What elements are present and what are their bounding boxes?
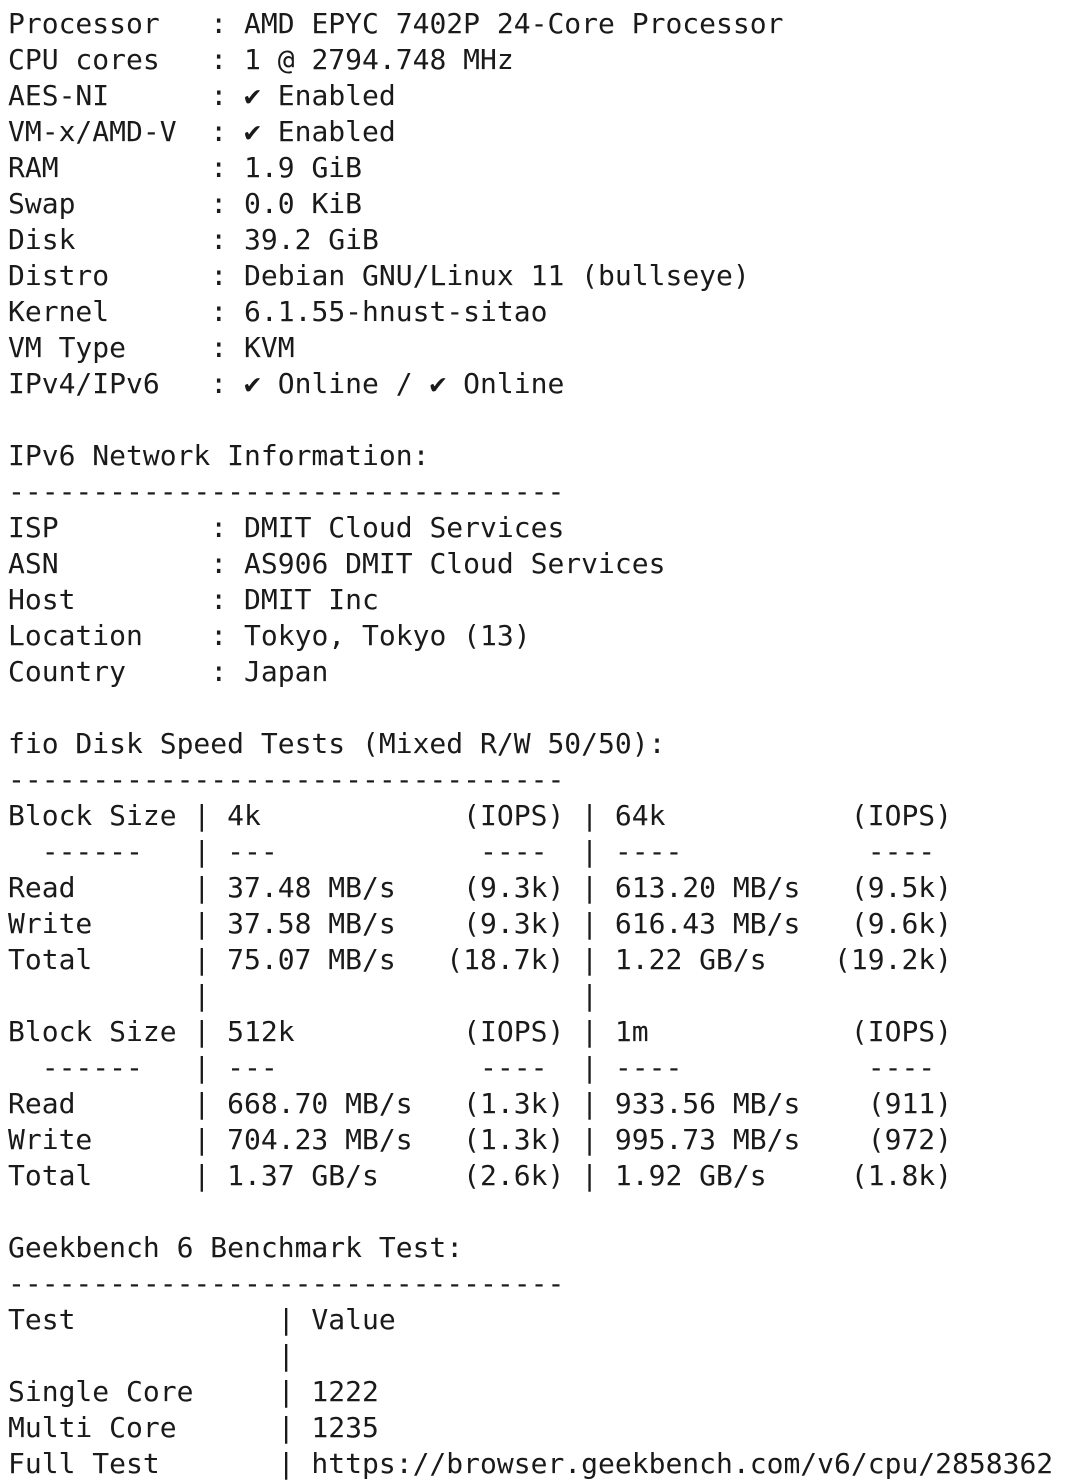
kv-key: ASN bbox=[8, 547, 59, 580]
section-heading: IPv6 Network Information: bbox=[8, 439, 430, 472]
kv-host: Host : DMIT Inc bbox=[8, 583, 379, 616]
kv-asn: ASN : AS906 DMIT Cloud Services bbox=[8, 547, 666, 580]
fio-separator-row: | | bbox=[8, 979, 953, 1012]
kv-value: 39.2 GiB bbox=[244, 223, 379, 256]
kv-key: VM-x/AMD-V bbox=[8, 115, 177, 148]
kv-key: Distro bbox=[8, 259, 110, 292]
kv-value: DMIT Inc bbox=[244, 583, 379, 616]
kv-processor: Processor : AMD EPYC 7402P 24-Core Proce… bbox=[8, 7, 784, 40]
kv-cpu-cores: CPU cores : 1 @ 2794.748 MHz bbox=[8, 43, 514, 76]
fio-divider-row: ------ | --- ---- | ---- ---- bbox=[8, 1051, 953, 1084]
fio-write-row: Write | 37.58 MB/s (9.3k) | 616.43 MB/s … bbox=[8, 907, 953, 940]
terminal-output: Processor : AMD EPYC 7402P 24-Core Proce… bbox=[8, 6, 1088, 1482]
kv-vm-type: VM Type : KVM bbox=[8, 331, 295, 364]
geekbench-full-test-row: Full Test | https://browser.geekbench.co… bbox=[8, 1447, 1054, 1480]
geekbench-header-row: Test | Value bbox=[8, 1303, 396, 1336]
spacer bbox=[8, 1194, 1088, 1230]
fio-header-row: Block Size | 512k (IOPS) | 1m (IOPS) bbox=[8, 1015, 953, 1048]
spacer bbox=[8, 690, 1088, 726]
kv-value: ✔ Enabled bbox=[244, 115, 396, 148]
kv-disk: Disk : 39.2 GiB bbox=[8, 223, 379, 256]
section-heading: Geekbench 6 Benchmark Test: bbox=[8, 1231, 464, 1264]
fio-total-row: Total | 75.07 MB/s (18.7k) | 1.22 GB/s (… bbox=[8, 943, 953, 976]
kv-isp: ISP : DMIT Cloud Services bbox=[8, 511, 565, 544]
kv-value: Tokyo, Tokyo (13) bbox=[244, 619, 531, 652]
kv-key: Disk bbox=[8, 223, 76, 256]
kv-value: 0.0 KiB bbox=[244, 187, 363, 220]
kv-ram: RAM : 1.9 GiB bbox=[8, 151, 363, 184]
kv-key: CPU cores bbox=[8, 43, 160, 76]
geekbench-section: Geekbench 6 Benchmark Test: ------------… bbox=[8, 1230, 1088, 1482]
kv-aes-ni: AES-NI : ✔ Enabled bbox=[8, 79, 396, 112]
kv-key: Host bbox=[8, 583, 76, 616]
kv-key: AES-NI bbox=[8, 79, 110, 112]
kv-key: ISP bbox=[8, 511, 59, 544]
system-info-section: Processor : AMD EPYC 7402P 24-Core Proce… bbox=[8, 6, 1088, 402]
network-info-section: IPv6 Network Information: --------------… bbox=[8, 438, 1088, 690]
fio-section: fio Disk Speed Tests (Mixed R/W 50/50): … bbox=[8, 726, 1088, 1194]
kv-value: 1.9 GiB bbox=[244, 151, 363, 184]
kv-key: Swap bbox=[8, 187, 76, 220]
kv-distro: Distro : Debian GNU/Linux 11 (bullseye) bbox=[8, 259, 750, 292]
fio-total-row: Total | 1.37 GB/s (2.6k) | 1.92 GB/s (1.… bbox=[8, 1159, 953, 1192]
geekbench-separator-row: | bbox=[8, 1339, 295, 1372]
kv-value: AMD EPYC 7402P 24-Core Processor bbox=[244, 7, 784, 40]
fio-divider-row: ------ | --- ---- | ---- ---- bbox=[8, 835, 953, 868]
kv-key: Location bbox=[8, 619, 143, 652]
kv-value: AS906 DMIT Cloud Services bbox=[244, 547, 666, 580]
kv-key: Kernel bbox=[8, 295, 110, 328]
fio-write-row: Write | 704.23 MB/s (1.3k) | 995.73 MB/s… bbox=[8, 1123, 953, 1156]
spacer bbox=[8, 402, 1088, 438]
kv-country: Country : Japan bbox=[8, 655, 329, 688]
kv-value: 6.1.55-hnust-sitao bbox=[244, 295, 548, 328]
fio-read-row: Read | 668.70 MB/s (1.3k) | 933.56 MB/s … bbox=[8, 1087, 953, 1120]
geekbench-single-core-row: Single Core | 1222 bbox=[8, 1375, 379, 1408]
kv-vmx: VM-x/AMD-V : ✔ Enabled bbox=[8, 115, 396, 148]
kv-value: ✔ Enabled bbox=[244, 79, 396, 112]
kv-swap: Swap : 0.0 KiB bbox=[8, 187, 363, 220]
fio-read-row: Read | 37.48 MB/s (9.3k) | 613.20 MB/s (… bbox=[8, 871, 953, 904]
kv-value: 1 @ 2794.748 MHz bbox=[244, 43, 514, 76]
kv-value: Debian GNU/Linux 11 (bullseye) bbox=[244, 259, 750, 292]
kv-value: ✔ Online / ✔ Online bbox=[244, 367, 565, 400]
kv-key: Processor bbox=[8, 7, 160, 40]
kv-key: VM Type bbox=[8, 331, 127, 364]
kv-key: RAM bbox=[8, 151, 59, 184]
section-heading: fio Disk Speed Tests (Mixed R/W 50/50): bbox=[8, 727, 666, 760]
section-rule: --------------------------------- bbox=[8, 763, 565, 796]
section-rule: --------------------------------- bbox=[8, 1267, 565, 1300]
kv-key: IPv4/IPv6 bbox=[8, 367, 160, 400]
kv-ip-status: IPv4/IPv6 : ✔ Online / ✔ Online bbox=[8, 367, 565, 400]
kv-key: Country bbox=[8, 655, 127, 688]
section-rule: --------------------------------- bbox=[8, 475, 565, 508]
kv-value: Japan bbox=[244, 655, 329, 688]
kv-kernel: Kernel : 6.1.55-hnust-sitao bbox=[8, 295, 548, 328]
kv-location: Location : Tokyo, Tokyo (13) bbox=[8, 619, 531, 652]
kv-value: DMIT Cloud Services bbox=[244, 511, 565, 544]
kv-value: KVM bbox=[244, 331, 295, 364]
geekbench-multi-core-row: Multi Core | 1235 bbox=[8, 1411, 379, 1444]
fio-header-row: Block Size | 4k (IOPS) | 64k (IOPS) bbox=[8, 799, 953, 832]
